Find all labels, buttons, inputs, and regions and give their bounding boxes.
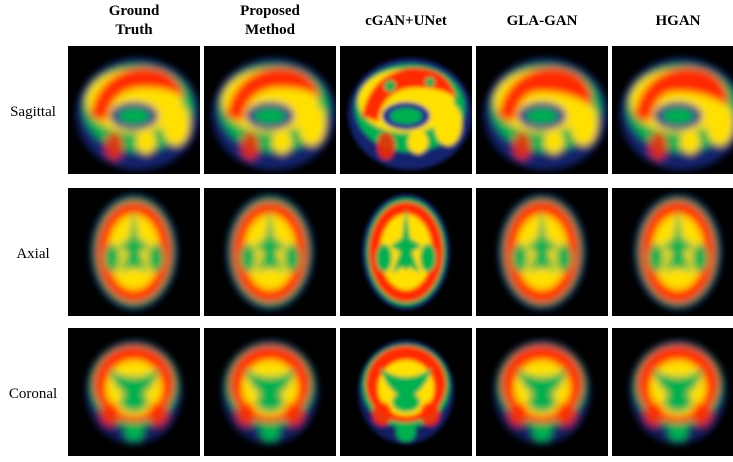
axial-scan-image	[612, 188, 733, 316]
axial-scan-image	[204, 188, 336, 316]
row-label-coronal: Coronal	[8, 386, 58, 402]
axial-scan-image	[340, 188, 472, 316]
column-header-hgan: HGAN	[655, 13, 701, 29]
sagittal-scan-image	[612, 46, 733, 174]
column-header-ground-truth: Ground Truth	[108, 3, 160, 38]
sagittal-scan-image	[68, 46, 200, 174]
column-header-cgan-unet: cGAN+UNet	[365, 13, 447, 29]
sagittal-scan-image	[340, 46, 472, 174]
sagittal-scan-image	[476, 46, 608, 174]
column-header-gla-gan: GLA-GAN	[506, 13, 578, 29]
coronal-scan-image	[476, 328, 608, 456]
column-header-proposed-method: Proposed Method	[240, 3, 300, 38]
coronal-scan-image	[204, 328, 336, 456]
axial-scan-image	[476, 188, 608, 316]
coronal-scan-image	[340, 328, 472, 456]
coronal-scan-image	[612, 328, 733, 456]
row-label-sagittal: Sagittal	[10, 104, 56, 120]
sagittal-scan-image	[204, 46, 336, 174]
row-label-axial: Axial	[16, 246, 50, 262]
coronal-scan-image	[68, 328, 200, 456]
axial-scan-image	[68, 188, 200, 316]
